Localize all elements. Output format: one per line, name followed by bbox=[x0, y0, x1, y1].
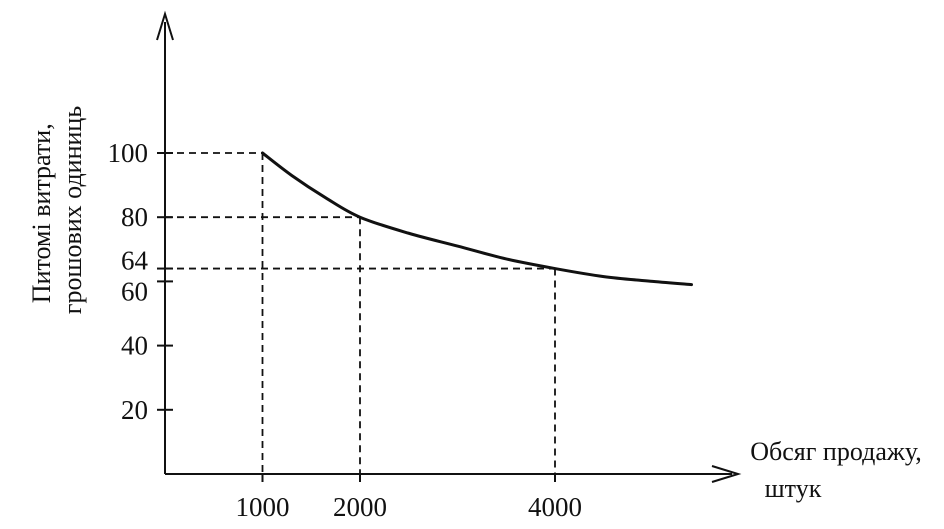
series-point-1650 bbox=[325, 197, 327, 199]
series-point-4000 bbox=[554, 267, 556, 270]
guide-lines bbox=[165, 152, 556, 474]
x-axis-label-line-2: штук bbox=[765, 474, 822, 503]
series-line-0 bbox=[261, 151, 693, 287]
y-tick-label-60: 60 bbox=[121, 276, 148, 306]
series-point-3500 bbox=[505, 258, 508, 260]
y-tick-label-20: 20 bbox=[121, 395, 148, 425]
series bbox=[261, 151, 693, 287]
series-point-2500 bbox=[407, 232, 410, 235]
x-tick-label-4000: 4000 bbox=[528, 492, 582, 522]
x-axis-arrow bbox=[711, 465, 742, 483]
y-tick-label-80: 80 bbox=[121, 202, 148, 232]
y-tick-label-100: 100 bbox=[108, 138, 149, 168]
x-axis-label-line-1: Обсяг продажу, bbox=[750, 437, 921, 466]
series-point-3000 bbox=[456, 245, 459, 247]
series-point-5400 bbox=[690, 283, 693, 286]
x-tick-label-2000: 2000 bbox=[333, 492, 387, 522]
y-tick-label-64: 64 bbox=[121, 246, 149, 276]
y-axis-label-line-2: грошових одиниць bbox=[58, 106, 87, 315]
series-point-1300 bbox=[290, 174, 293, 177]
x-tick-label-1000: 1000 bbox=[236, 492, 290, 522]
series-point-4500 bbox=[602, 275, 605, 278]
series-point-2000 bbox=[359, 216, 361, 218]
y-tick-label-40: 40 bbox=[121, 331, 148, 361]
y-axis-arrow bbox=[156, 10, 174, 41]
axes bbox=[156, 10, 742, 483]
series-point-1000 bbox=[261, 152, 264, 154]
series-point-5000 bbox=[651, 280, 654, 283]
y-axis-label: Питомі витрати, грошових одиниць bbox=[27, 106, 87, 315]
y-axis-label-line-1: Питомі витрати, bbox=[27, 123, 56, 303]
